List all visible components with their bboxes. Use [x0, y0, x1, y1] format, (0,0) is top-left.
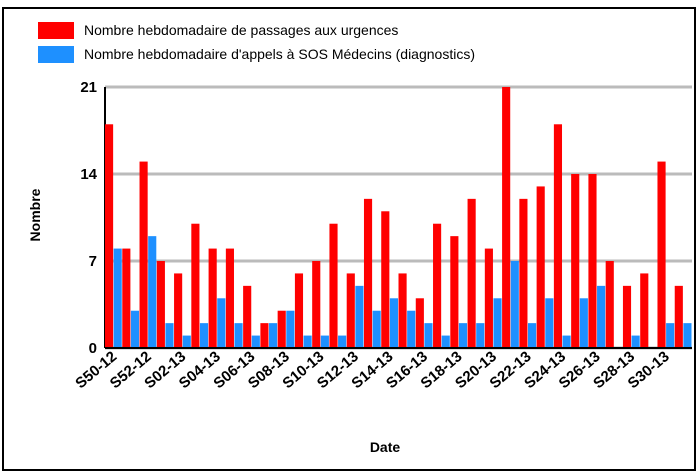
bar: [622, 285, 632, 348]
bar: [251, 335, 260, 348]
bar: [458, 323, 468, 348]
bar: [269, 323, 278, 348]
bar: [113, 248, 122, 348]
bar: [329, 223, 338, 348]
x-axis-label: Date: [370, 439, 401, 455]
bar: [553, 124, 563, 349]
bar: [519, 198, 528, 348]
bar: [363, 198, 373, 348]
bar: [510, 261, 519, 348]
bar: [338, 335, 347, 348]
bar: [424, 323, 433, 348]
bar: [605, 261, 614, 348]
bar: [415, 298, 424, 348]
bar: [476, 323, 485, 348]
bar: [571, 174, 580, 348]
bar: [640, 273, 649, 348]
bar: [165, 323, 174, 348]
bar: [139, 161, 148, 348]
bar: [122, 248, 131, 348]
bar: [286, 310, 295, 348]
bar: [683, 323, 692, 348]
bar: [217, 298, 226, 348]
bar: [182, 335, 191, 348]
bar: [372, 310, 381, 348]
bar: [502, 87, 511, 348]
bar: [536, 186, 545, 348]
y-tick-label: 7: [89, 253, 97, 270]
bar: [208, 248, 217, 348]
bar: [579, 298, 588, 348]
bar: [174, 273, 183, 348]
bar: [657, 161, 666, 348]
bar: [467, 198, 476, 348]
bar: [597, 285, 606, 348]
bar: [277, 310, 286, 348]
bar: [666, 323, 675, 348]
bar: [243, 285, 252, 348]
bar: [484, 248, 493, 348]
bar: [130, 310, 140, 348]
legend-label: Nombre hebdomadaire d'appels à SOS Médec…: [84, 46, 475, 62]
bar: [398, 273, 407, 348]
bar: [156, 261, 165, 348]
bar: [493, 298, 502, 348]
bar: [234, 323, 243, 348]
bar: [674, 285, 683, 348]
bar: [441, 335, 450, 348]
bar: [148, 236, 157, 348]
bar: [312, 261, 321, 348]
legend-swatch: [38, 46, 74, 63]
bar: [225, 248, 234, 348]
legend-label: Nombre hebdomadaire de passages aux urge…: [84, 22, 398, 38]
bar: [320, 335, 329, 348]
bar: [527, 323, 537, 348]
bar: [191, 223, 200, 348]
bar: [199, 323, 209, 348]
bar: [294, 273, 304, 348]
bar: [433, 223, 442, 348]
bar: [260, 323, 269, 348]
legend-swatch: [38, 22, 74, 39]
bar: [631, 335, 640, 348]
bar: [381, 211, 390, 348]
bar: [346, 273, 355, 348]
bar: [450, 236, 459, 348]
bar: [355, 285, 364, 348]
y-tick-label: 0: [89, 340, 97, 357]
bar: [389, 298, 398, 348]
bar: [562, 335, 571, 348]
bar: [545, 298, 554, 348]
y-tick-label: 21: [80, 79, 97, 96]
y-axis-label: Nombre: [27, 188, 43, 241]
bar: [303, 335, 312, 348]
frame: [2, 7, 696, 471]
y-tick-label: 14: [80, 166, 97, 183]
bar: [105, 124, 114, 349]
bar: [588, 174, 597, 348]
bar: [407, 310, 416, 348]
